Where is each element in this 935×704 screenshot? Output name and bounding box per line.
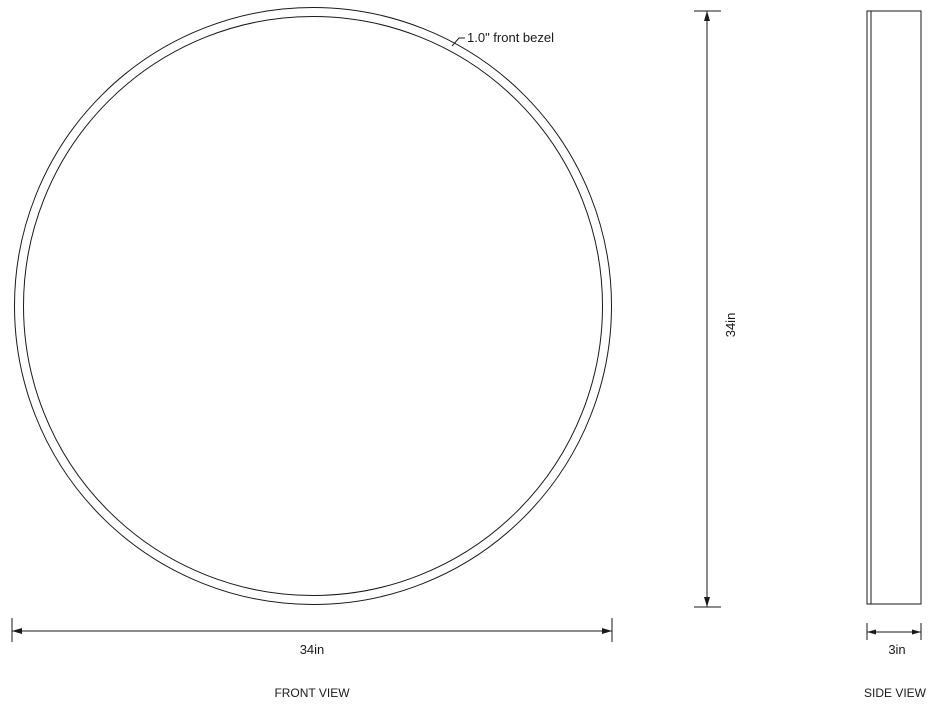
front-view-title: FRONT VIEW: [274, 686, 350, 700]
width-dimension-label: 34in: [300, 642, 325, 657]
side-view-title: SIDE VIEW: [864, 686, 927, 700]
outer-bezel-circle: [14, 7, 612, 605]
inner-bezel-circle: [23, 16, 603, 596]
depth-arrow-left: [867, 629, 876, 635]
side-view: 3in SIDE VIEW: [864, 10, 927, 700]
front-view: 1.0" front bezel 34in FRONT VIEW: [11, 7, 613, 700]
side-profile-outline: [866, 10, 922, 605]
depth-arrow-right: [912, 629, 921, 635]
bezel-callout-leader: [451, 37, 465, 47]
width-arrow-left: [12, 628, 22, 634]
depth-dimension-label: 3in: [888, 642, 905, 657]
height-arrow-bottom: [704, 597, 710, 607]
width-dimension: 34in: [11, 618, 613, 657]
height-dimension-label: 34in: [723, 313, 738, 338]
bezel-callout-label: 1.0" front bezel: [467, 30, 554, 45]
height-dimension: 34in: [694, 10, 738, 608]
width-arrow-right: [602, 628, 612, 634]
depth-dimension: 3in: [866, 623, 922, 657]
height-arrow-top: [704, 11, 710, 21]
